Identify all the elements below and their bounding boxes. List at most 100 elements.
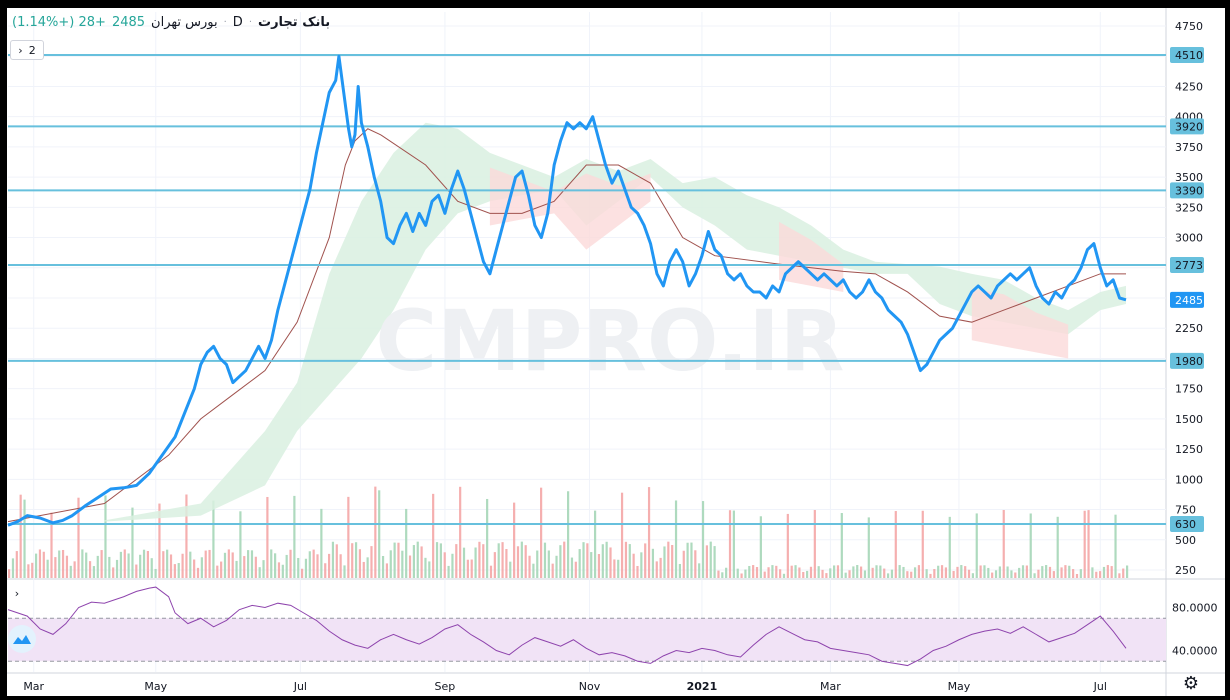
volume-bar xyxy=(166,549,169,578)
volume-bar xyxy=(528,555,531,578)
price-axis-tick-label: 250 xyxy=(1175,564,1196,577)
level-price-label: 2773 xyxy=(1175,259,1203,272)
price-axis-tick-label: 3000 xyxy=(1175,232,1203,245)
volume-bar xyxy=(247,550,250,578)
volume-bar xyxy=(335,544,338,578)
volume-bar xyxy=(254,556,257,578)
separator-dot: · xyxy=(223,16,227,28)
volume-bar xyxy=(852,566,855,578)
volume-bar xyxy=(956,566,959,578)
volume-bar xyxy=(351,543,354,578)
volume-bar xyxy=(34,553,38,578)
level-price-label: 3390 xyxy=(1175,184,1203,197)
level-price-tag xyxy=(1170,182,1204,199)
volume-bar xyxy=(586,543,589,578)
volume-bar xyxy=(435,542,439,578)
timeframe-label[interactable]: D xyxy=(232,14,243,30)
volume-bar xyxy=(871,567,874,578)
volume-bar xyxy=(42,551,45,578)
volume-bar xyxy=(501,542,504,578)
volume-bar xyxy=(844,572,847,578)
volume-bar xyxy=(651,548,655,578)
volume-bar xyxy=(77,497,80,578)
volume-bar xyxy=(913,567,917,578)
volume-bar xyxy=(204,550,207,578)
volume-bar xyxy=(405,508,408,578)
volume-bar xyxy=(655,561,658,578)
volume-bar xyxy=(1018,567,1021,578)
volume-bar xyxy=(139,554,142,578)
volume-bar xyxy=(763,571,766,578)
volume-bar xyxy=(196,567,200,578)
volume-bar xyxy=(1110,566,1113,578)
volume-bar xyxy=(886,573,890,578)
volume-bar xyxy=(389,550,392,578)
volume-bar xyxy=(921,510,924,578)
tradingview-logo-icon[interactable] xyxy=(8,625,36,653)
price-line[interactable] xyxy=(7,54,1127,527)
volume-bar xyxy=(867,517,870,578)
volume-bar xyxy=(1010,570,1013,578)
volume-bar xyxy=(281,564,284,578)
volume-bar xyxy=(142,549,146,578)
volume-bar xyxy=(767,567,770,578)
level-price-label: 630 xyxy=(1175,518,1196,531)
rsi-line[interactable] xyxy=(7,586,1127,667)
volume-bar xyxy=(790,565,793,578)
volume-bar xyxy=(200,557,203,578)
time-axis-tick-label: Nov xyxy=(579,680,601,693)
volume-bar xyxy=(358,549,362,578)
volume-bar xyxy=(497,543,500,578)
volume-bar xyxy=(343,565,346,578)
gear-icon[interactable]: ⚙ xyxy=(1182,672,1200,694)
volume-bar xyxy=(181,553,184,578)
level-price-tag xyxy=(1170,118,1204,135)
volume-bar xyxy=(601,544,604,578)
volume-bar xyxy=(131,507,134,578)
volume-bar xyxy=(270,549,273,578)
volume-bar xyxy=(755,567,759,578)
volume-bar xyxy=(705,545,708,578)
time-axis-tick-label: Mar xyxy=(820,680,841,693)
volume-bar xyxy=(1072,569,1075,578)
volume-bar xyxy=(910,571,913,578)
volume-bar xyxy=(424,557,427,578)
volume-bar xyxy=(31,562,34,578)
volume-bar xyxy=(809,566,813,578)
volume-bar xyxy=(366,557,369,578)
volume-bar xyxy=(339,554,342,578)
price-axis-tick-label: 750 xyxy=(1175,504,1196,517)
symbol-name[interactable]: بانک تجارت xyxy=(258,14,331,30)
volume-bar xyxy=(212,500,215,578)
volume-bar xyxy=(100,550,103,578)
volume-bar xyxy=(58,550,61,578)
volume-bar xyxy=(744,569,747,578)
volume-bar xyxy=(1106,565,1109,578)
collapse-indicators-button[interactable]: › 2 xyxy=(10,40,44,60)
volume-bar xyxy=(721,572,724,578)
volume-bar xyxy=(875,565,878,578)
ichimoku-cloud-bearish xyxy=(489,167,651,250)
volume-bar xyxy=(320,508,323,578)
volume-bar xyxy=(65,555,69,578)
volume-bar xyxy=(108,556,111,578)
volume-bar xyxy=(682,550,685,578)
price-axis-tick-label: 4250 xyxy=(1175,80,1203,93)
volume-bar xyxy=(354,542,358,578)
volume-bar xyxy=(917,565,921,578)
volume-bar xyxy=(1060,567,1063,578)
time-axis-tick-label: Mar xyxy=(23,680,44,693)
rsi-collapse-button[interactable]: › xyxy=(8,586,26,600)
volume-bar xyxy=(439,543,442,578)
price-axis-tick-label: 1250 xyxy=(1175,443,1203,456)
ichimoku-cloud xyxy=(104,122,1126,522)
volume-bar xyxy=(262,560,265,578)
volume-bar xyxy=(15,551,18,578)
volume-bar xyxy=(759,516,762,578)
rsi-axis-tick-label: 80.0000 xyxy=(1172,602,1218,615)
volume-bar xyxy=(1102,566,1106,578)
volume-bar xyxy=(1087,510,1090,578)
volume-bar xyxy=(536,550,539,578)
volume-bar xyxy=(551,563,554,578)
